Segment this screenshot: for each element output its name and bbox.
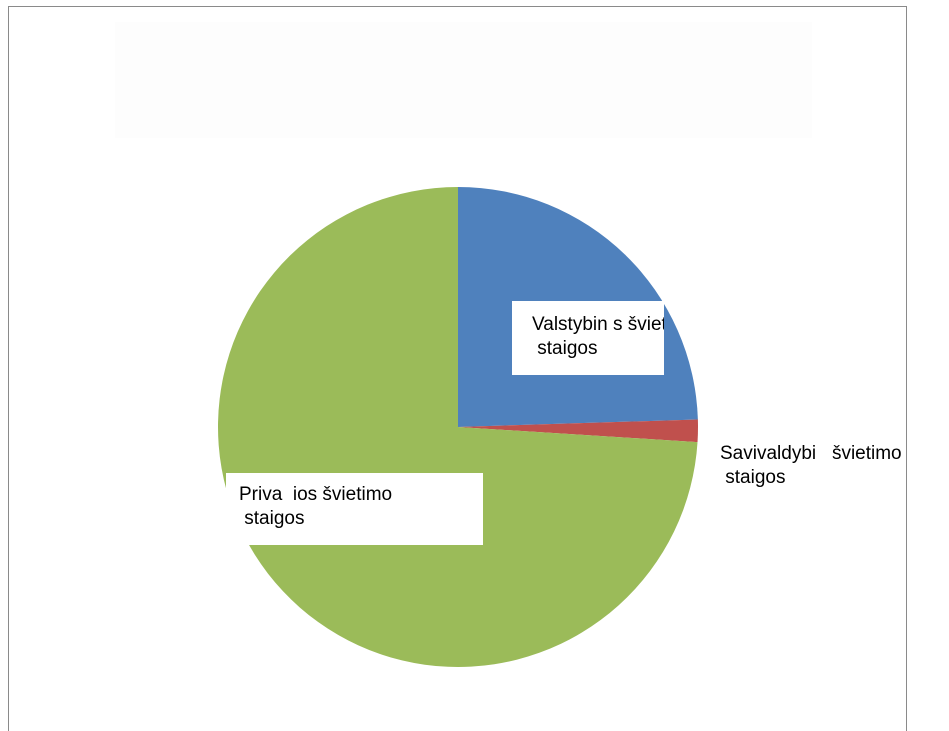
pie-slice-municipal [458, 419, 699, 443]
data-label-private-institutions: Priva ios švietimo staigos [226, 473, 483, 545]
data-label-municipal-institutions: Savivaldybi švietimo staigos [720, 443, 902, 488]
chart-frame [8, 6, 907, 731]
chart-title-area [115, 22, 812, 138]
pie-slice-private [218, 187, 698, 667]
data-label-state-institutions: Valstybin s švietimo staigos [512, 301, 664, 375]
